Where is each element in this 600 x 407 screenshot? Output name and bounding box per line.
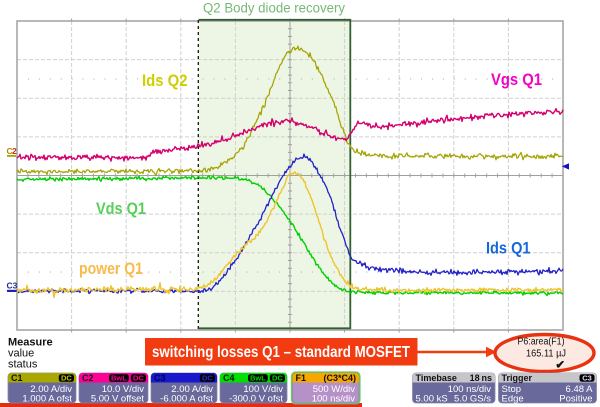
- svg-text:C3: C3: [154, 373, 166, 383]
- svg-text:P6:area(F1): P6:area(F1): [518, 337, 565, 348]
- svg-text:DC: DC: [272, 374, 283, 383]
- svg-text:2.00 A/div: 2.00 A/div: [171, 384, 213, 395]
- svg-text:Positive: Positive: [559, 394, 592, 405]
- svg-text:18 ns: 18 ns: [470, 373, 492, 383]
- svg-text:BwL: BwL: [250, 374, 266, 383]
- svg-text:5.0 GS/s: 5.0 GS/s: [454, 394, 491, 405]
- svg-text:DC: DC: [202, 374, 213, 383]
- svg-text:Vgs Q1: Vgs Q1: [491, 71, 542, 89]
- svg-text:Edge: Edge: [502, 394, 524, 405]
- svg-text:6.48 A: 6.48 A: [566, 384, 594, 395]
- svg-text:Measure: Measure: [8, 337, 53, 349]
- svg-text:500 W/div: 500 W/div: [313, 384, 355, 395]
- svg-text:2.00 A/div: 2.00 A/div: [30, 384, 72, 395]
- svg-text:10.0 V/div: 10.0 V/div: [102, 384, 144, 395]
- svg-text:1.000 A ofst: 1.000 A ofst: [22, 394, 72, 405]
- svg-text:C1: C1: [11, 373, 23, 383]
- svg-text:switching losses Q1 – standard: switching losses Q1 – standard MOSFET: [152, 344, 410, 361]
- svg-text:DC: DC: [133, 374, 144, 383]
- svg-text:Q2 Body diode recovery: Q2 Body diode recovery: [203, 1, 345, 16]
- svg-text:Timebase: Timebase: [416, 373, 457, 383]
- svg-text:(C3*C4): (C3*C4): [323, 373, 356, 383]
- svg-text:100 V/div: 100 V/div: [243, 384, 283, 395]
- svg-text:Vds Q1: Vds Q1: [96, 200, 146, 218]
- svg-text:Stop: Stop: [502, 384, 522, 395]
- svg-text:Trigger: Trigger: [502, 373, 533, 383]
- svg-text:C2: C2: [82, 373, 94, 383]
- svg-text:Ids Q2: Ids Q2: [142, 72, 188, 90]
- svg-text:C: C: [7, 146, 13, 156]
- svg-text:value: value: [8, 348, 34, 360]
- svg-text:100 ns/div: 100 ns/div: [312, 394, 356, 405]
- svg-text:C3: C3: [582, 374, 592, 383]
- svg-text:Ids Q1: Ids Q1: [486, 240, 531, 258]
- svg-text:2: 2: [12, 146, 17, 156]
- svg-text:power Q1: power Q1: [79, 260, 143, 278]
- svg-text:100 ns/div: 100 ns/div: [448, 384, 492, 395]
- svg-text:165.11 µJ: 165.11 µJ: [526, 348, 566, 360]
- svg-text:5.00 kS: 5.00 kS: [416, 394, 448, 405]
- svg-text:-6.000 A ofst: -6.000 A ofst: [160, 394, 213, 405]
- svg-text:BwL: BwL: [111, 374, 127, 383]
- svg-text:-300.0 V ofst: -300.0 V ofst: [229, 394, 283, 405]
- svg-text:C3: C3: [7, 281, 18, 291]
- svg-text:F1: F1: [296, 373, 307, 383]
- svg-text:DC: DC: [61, 374, 72, 383]
- svg-text:✔: ✔: [555, 360, 565, 372]
- svg-text:status: status: [8, 359, 38, 371]
- svg-text:C4: C4: [223, 373, 235, 383]
- svg-text:5.00 V offset: 5.00 V offset: [91, 394, 145, 405]
